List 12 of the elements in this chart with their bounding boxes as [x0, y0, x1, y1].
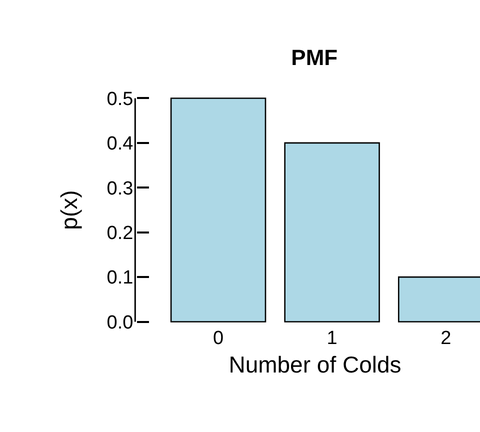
- x-tick-label: 1: [326, 328, 338, 349]
- x-tick-label: 0: [212, 328, 224, 349]
- y-axis-title: p(x): [56, 190, 82, 230]
- y-tick-label: 0.1: [106, 268, 134, 289]
- y-tick-label: 0.5: [106, 88, 134, 110]
- y-tick-label: 0.2: [106, 223, 134, 244]
- chart-title: PMF: [291, 45, 338, 70]
- x-axis-title: Number of Colds: [228, 352, 402, 378]
- y-tick-label: 0.3: [106, 178, 134, 200]
- y-tick-label: 0.0: [106, 312, 134, 334]
- y-tick-label: 0.4: [106, 134, 134, 155]
- x-tick-label: 2: [440, 328, 452, 349]
